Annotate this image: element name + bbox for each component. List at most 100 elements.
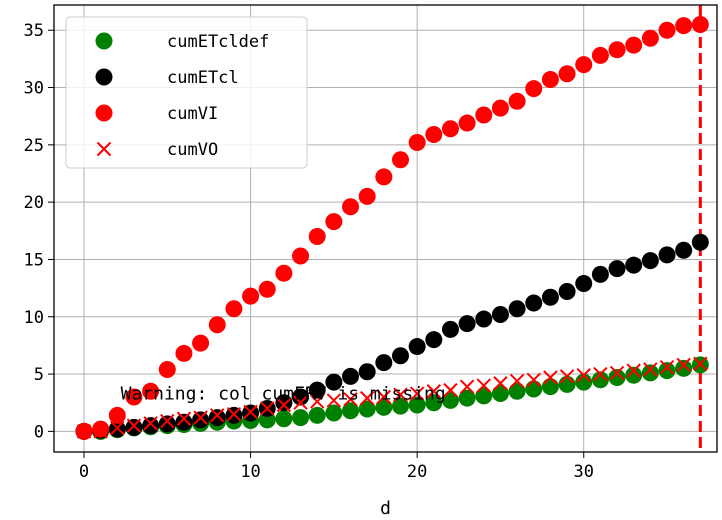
legend-item-cumETcldef: cumETcldef [95, 32, 269, 52]
y-tick-label: 35 [24, 21, 44, 41]
data-point-cumVI [691, 15, 709, 33]
warning-annotation: Warning: col cumFRV is missing [121, 383, 446, 404]
data-point-cumVO [326, 393, 342, 408]
data-point-cumVO [143, 416, 158, 431]
data-point-cumVI [325, 213, 343, 231]
data-point-cumETcl [275, 394, 293, 412]
data-point-cumETcl [458, 315, 476, 333]
legend-label: cumETcldef [167, 32, 269, 52]
data-point-cumETcl [575, 275, 593, 293]
legend-marker [96, 141, 112, 157]
data-point-cumETcldef [292, 409, 310, 427]
data-point-cumETcldef [475, 387, 493, 405]
legend-label: cumVO [167, 140, 218, 160]
data-point-cumVI [591, 46, 609, 64]
data-point-cumETcldef [508, 382, 526, 400]
data-point-cumVO [476, 378, 491, 393]
data-point-cumETcl [525, 294, 543, 312]
data-point-cumVI [242, 287, 260, 305]
data-point-cumETcldef [342, 402, 360, 420]
y-tick-label: 10 [24, 308, 44, 328]
data-point-cumETcldef [358, 400, 376, 418]
data-point-cumETcldef [575, 373, 593, 391]
data-point-cumETcl [625, 256, 643, 274]
plot-frame [53, 4, 718, 453]
data-point-cumETcldef [608, 369, 626, 386]
data-point-cumVO [309, 394, 325, 409]
legend-label: cumVI [167, 104, 218, 124]
data-point-cumVO [693, 356, 708, 371]
y-tick-label: 5 [34, 365, 44, 385]
data-point-cumVI [408, 134, 426, 152]
x-tick-label: 30 [573, 462, 593, 482]
data-point-cumVI [225, 300, 243, 318]
data-point-cumVO [359, 390, 375, 406]
data-point-cumETcl [391, 347, 409, 365]
data-point-cumETcl [441, 320, 459, 338]
data-point-cumVI [358, 187, 376, 205]
data-point-cumVO [243, 404, 258, 420]
series-layer [75, 15, 709, 440]
legend-marker [95, 32, 113, 50]
data-point-cumVI [608, 41, 626, 59]
data-point-cumETcl [375, 354, 393, 372]
data-point-cumVO [493, 376, 508, 391]
y-tick-label: 25 [24, 136, 44, 156]
data-point-cumVO [276, 397, 292, 413]
data-point-cumVI [441, 120, 459, 138]
data-point-cumVI [458, 114, 476, 132]
data-point-cumVO [459, 379, 475, 394]
legend-label: cumETcl [167, 68, 239, 88]
data-point-cumVI [508, 92, 526, 110]
data-point-cumETcldef [558, 375, 576, 393]
data-point-cumVO [226, 406, 242, 422]
data-point-cumETcldef [591, 371, 609, 389]
x-axis-label: d [380, 498, 391, 519]
data-point-cumVO [659, 359, 675, 375]
data-point-cumVI [475, 106, 493, 124]
legend-item-cumETcl: cumETcl [95, 68, 239, 88]
data-point-cumETcl [142, 417, 160, 435]
legend-marker [95, 104, 113, 122]
data-point-cumETcldef [325, 404, 343, 422]
data-point-cumVO [643, 362, 658, 377]
data-point-cumETcl [425, 331, 443, 349]
data-point-cumVI [342, 198, 360, 216]
data-point-cumETcl [691, 233, 709, 251]
data-point-cumETcl [308, 381, 326, 399]
data-point-cumVI [258, 280, 276, 298]
data-point-cumETcldef [275, 410, 293, 428]
data-point-cumVI [275, 264, 293, 282]
data-point-cumETcl [591, 265, 609, 283]
y-tick-label: 0 [34, 422, 44, 442]
data-point-cumVO [393, 387, 408, 402]
data-point-cumVI [641, 29, 659, 47]
data-point-cumETcl [541, 288, 559, 306]
data-point-cumETcldef [658, 362, 676, 380]
data-point-cumVO [126, 418, 142, 433]
data-point-cumETcl [192, 411, 210, 429]
data-point-cumETcldef [391, 397, 409, 415]
data-point-cumETcl [342, 367, 360, 385]
data-point-cumVO [110, 420, 125, 436]
data-point-cumETcldef [675, 359, 693, 377]
data-point-cumVI [658, 21, 676, 39]
data-point-cumVO [609, 365, 625, 381]
y-tick-label: 20 [24, 193, 44, 213]
data-point-cumETcl [325, 373, 343, 391]
data-point-cumETcldef [425, 394, 443, 412]
data-point-cumVI [92, 420, 110, 438]
data-point-cumVO [193, 410, 208, 425]
data-point-cumVO [176, 411, 192, 426]
data-point-cumETcl [558, 283, 576, 301]
series-cumVO [76, 356, 708, 439]
data-point-cumETcldef [491, 385, 509, 403]
data-point-cumETcl [641, 252, 659, 270]
data-point-cumVI [192, 334, 210, 352]
data-point-cumVI [491, 99, 509, 117]
y-tick-label: 30 [24, 79, 44, 99]
legend-marker [95, 68, 113, 86]
data-point-cumVO [443, 382, 458, 398]
data-point-cumETcl [508, 300, 526, 318]
